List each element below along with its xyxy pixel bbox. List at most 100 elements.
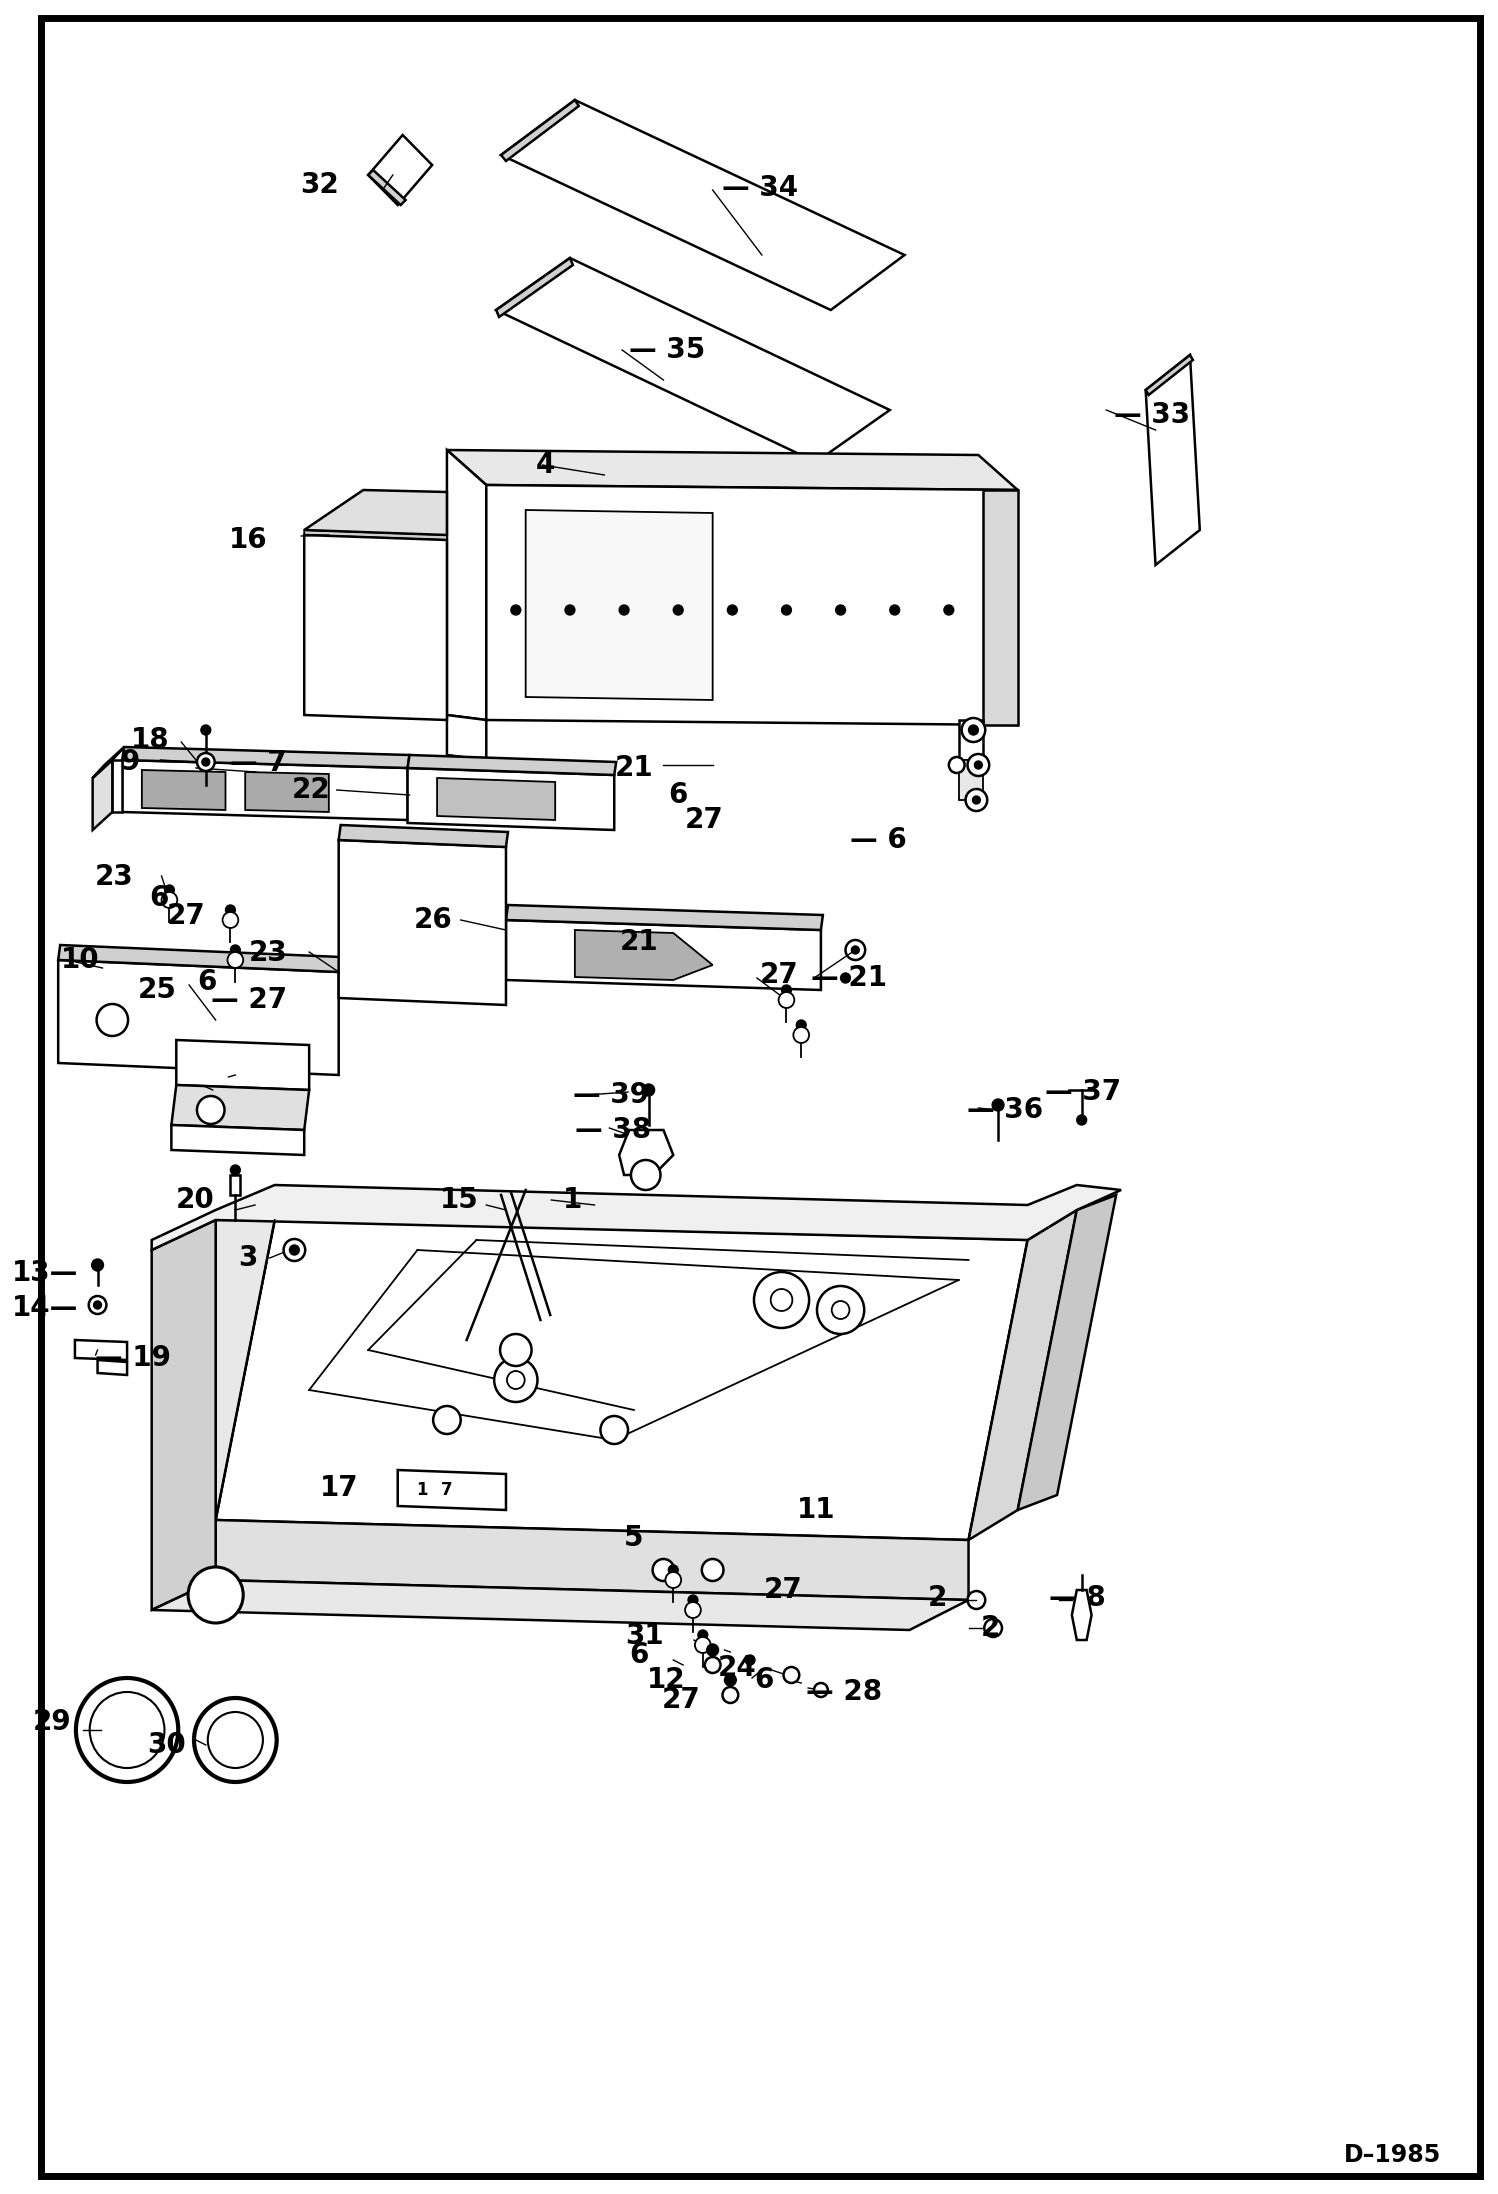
Circle shape [231, 1165, 240, 1176]
Text: 1: 1 [563, 1187, 583, 1213]
Text: 15: 15 [440, 1187, 478, 1213]
Circle shape [704, 1656, 721, 1674]
Text: 6: 6 [196, 968, 216, 996]
Text: — 37: — 37 [1046, 1077, 1122, 1106]
Circle shape [165, 884, 174, 895]
Polygon shape [339, 825, 508, 847]
Text: — 38: — 38 [575, 1117, 652, 1143]
Text: 6: 6 [629, 1641, 649, 1670]
Circle shape [162, 893, 177, 908]
Text: 25: 25 [138, 976, 177, 1005]
Text: 29: 29 [33, 1707, 70, 1735]
Circle shape [797, 1020, 806, 1029]
Circle shape [966, 790, 987, 812]
Polygon shape [339, 840, 506, 1005]
Text: 1: 1 [416, 1481, 428, 1499]
Text: — 7: — 7 [231, 748, 288, 777]
Circle shape [722, 1687, 739, 1703]
Polygon shape [446, 450, 1017, 489]
Polygon shape [216, 1520, 969, 1599]
Polygon shape [171, 1086, 309, 1130]
Polygon shape [446, 755, 487, 801]
Polygon shape [969, 1211, 1077, 1540]
Polygon shape [407, 755, 616, 774]
Polygon shape [151, 1185, 1121, 1251]
Text: 30: 30 [147, 1731, 186, 1760]
Circle shape [745, 1654, 755, 1665]
Polygon shape [1146, 355, 1192, 395]
Circle shape [813, 1683, 828, 1696]
Circle shape [500, 1334, 532, 1367]
Text: 23: 23 [96, 862, 133, 891]
Circle shape [831, 1301, 849, 1319]
Text: 3: 3 [238, 1244, 258, 1273]
Circle shape [968, 755, 989, 777]
Circle shape [728, 606, 737, 614]
Circle shape [196, 753, 214, 770]
Text: 12: 12 [647, 1665, 685, 1694]
Polygon shape [58, 946, 340, 972]
Circle shape [851, 946, 860, 954]
Text: 17: 17 [319, 1474, 358, 1503]
Text: 21: 21 [620, 928, 659, 957]
Circle shape [974, 761, 983, 770]
Text: 27: 27 [764, 1575, 803, 1604]
Circle shape [208, 1711, 262, 1768]
Polygon shape [526, 509, 713, 700]
Circle shape [816, 1286, 864, 1334]
Polygon shape [959, 759, 983, 801]
Text: 27: 27 [759, 961, 798, 989]
Polygon shape [506, 904, 822, 930]
Circle shape [703, 1560, 724, 1582]
Polygon shape [496, 259, 890, 463]
Circle shape [779, 992, 794, 1007]
Circle shape [511, 606, 521, 614]
Circle shape [890, 606, 900, 614]
Circle shape [753, 1273, 809, 1327]
Text: — 8: — 8 [1049, 1584, 1106, 1613]
Polygon shape [58, 961, 339, 1075]
Circle shape [653, 1560, 674, 1582]
Circle shape [223, 913, 238, 928]
Polygon shape [619, 1130, 673, 1176]
Text: — 19: — 19 [94, 1345, 171, 1371]
Circle shape [231, 946, 240, 954]
Circle shape [96, 1005, 127, 1036]
Polygon shape [97, 1360, 127, 1376]
Text: 18: 18 [130, 726, 169, 755]
Polygon shape [500, 101, 578, 160]
Text: 31: 31 [625, 1621, 664, 1650]
Circle shape [783, 1667, 800, 1683]
Polygon shape [177, 1040, 309, 1090]
Circle shape [494, 1358, 538, 1402]
Polygon shape [216, 1220, 274, 1520]
Circle shape [91, 1259, 103, 1270]
Text: D–1985: D–1985 [1344, 2144, 1441, 2168]
Circle shape [725, 1674, 737, 1685]
Circle shape [76, 1678, 178, 1782]
Polygon shape [1017, 1196, 1116, 1509]
Polygon shape [93, 759, 112, 829]
Text: 4: 4 [536, 452, 556, 478]
Circle shape [685, 1602, 701, 1617]
Polygon shape [500, 101, 905, 309]
Circle shape [770, 1290, 792, 1312]
Polygon shape [575, 930, 713, 981]
Polygon shape [959, 720, 983, 759]
Polygon shape [246, 772, 330, 812]
Circle shape [782, 606, 791, 614]
Text: — 39: — 39 [572, 1082, 649, 1108]
Polygon shape [983, 489, 1017, 724]
Polygon shape [171, 1126, 304, 1154]
Text: 27: 27 [166, 902, 205, 930]
Text: 6: 6 [755, 1665, 773, 1694]
Polygon shape [142, 770, 226, 810]
Circle shape [707, 1643, 719, 1656]
Circle shape [631, 1161, 661, 1189]
Text: 16: 16 [229, 527, 268, 555]
Circle shape [840, 972, 851, 983]
Circle shape [433, 1406, 461, 1435]
Text: 32: 32 [300, 171, 339, 200]
Circle shape [289, 1244, 300, 1255]
Text: — 36: — 36 [966, 1097, 1043, 1123]
